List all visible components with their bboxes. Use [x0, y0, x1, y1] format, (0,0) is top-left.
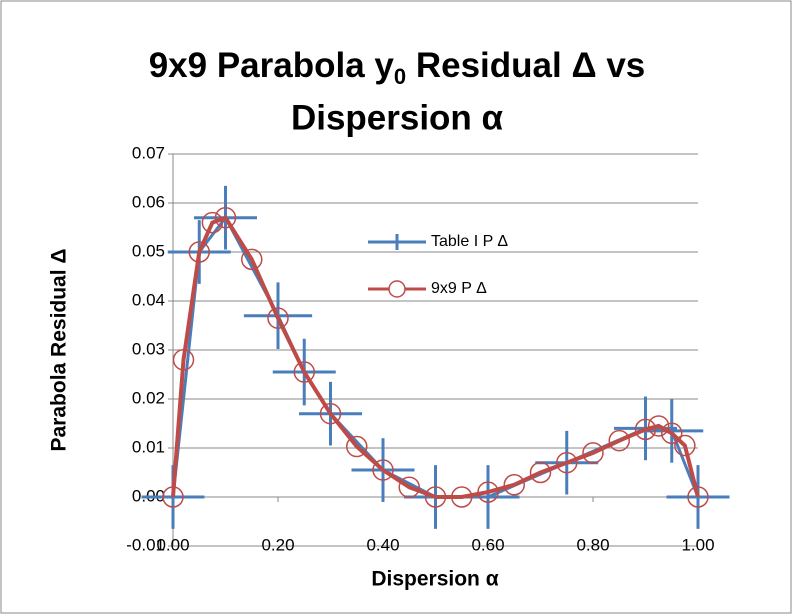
point [214, 206, 237, 229]
point [172, 349, 195, 371]
point [582, 442, 604, 464]
legend-marker [388, 280, 406, 298]
point [503, 474, 525, 496]
title-part: 9x9 Parabola y [149, 46, 395, 85]
x-tick-label: 0.80 [576, 535, 609, 554]
point [661, 422, 683, 445]
x-tick-label: 1.00 [681, 535, 714, 554]
point [451, 486, 473, 508]
y-tick-label: 0.04 [132, 290, 165, 309]
point [319, 402, 342, 425]
y-tick-label: 0.06 [132, 192, 165, 211]
point [162, 486, 184, 508]
point [424, 486, 447, 508]
y-tick-label: 0.03 [132, 339, 165, 358]
series-line [171, 215, 700, 499]
point [529, 461, 552, 484]
point [293, 361, 315, 383]
point [201, 211, 224, 234]
y-tick-label: 0.01 [132, 437, 165, 456]
point [608, 429, 630, 452]
y-axis-label: Parabola Residual Δ [48, 249, 71, 452]
x-tick-label: 0.00 [156, 535, 189, 554]
point [346, 435, 368, 458]
x-tick-label: 0.20 [261, 535, 294, 554]
y-tick-label: 0.05 [132, 241, 165, 260]
point [556, 451, 578, 474]
point [687, 486, 709, 508]
legend-label: Table I P Δ [431, 233, 508, 250]
legend-label: 9x9 P Δ [431, 280, 487, 297]
y-tick-label: 0.07 [132, 143, 165, 162]
title-part: Residual Δ vs [406, 46, 645, 85]
point [372, 459, 394, 481]
title-subscript: 0 [394, 64, 406, 89]
point [634, 418, 657, 441]
point [241, 248, 263, 271]
point [398, 476, 420, 498]
point [267, 307, 289, 329]
point [647, 415, 670, 437]
point [674, 434, 696, 457]
x-axis-label: Dispersion α [371, 568, 498, 591]
y-tick-label: 0.02 [132, 388, 165, 407]
chart-title-line2: Dispersion α [291, 98, 504, 137]
x-tick-label: 0.40 [366, 535, 399, 554]
point [188, 241, 210, 263]
x-tick-label: 0.60 [471, 535, 504, 554]
point [477, 481, 499, 503]
y-tick-label: -0.01 [126, 535, 165, 554]
chart-title: 9x9 Parabola y0 Residual Δ vs [149, 46, 646, 89]
